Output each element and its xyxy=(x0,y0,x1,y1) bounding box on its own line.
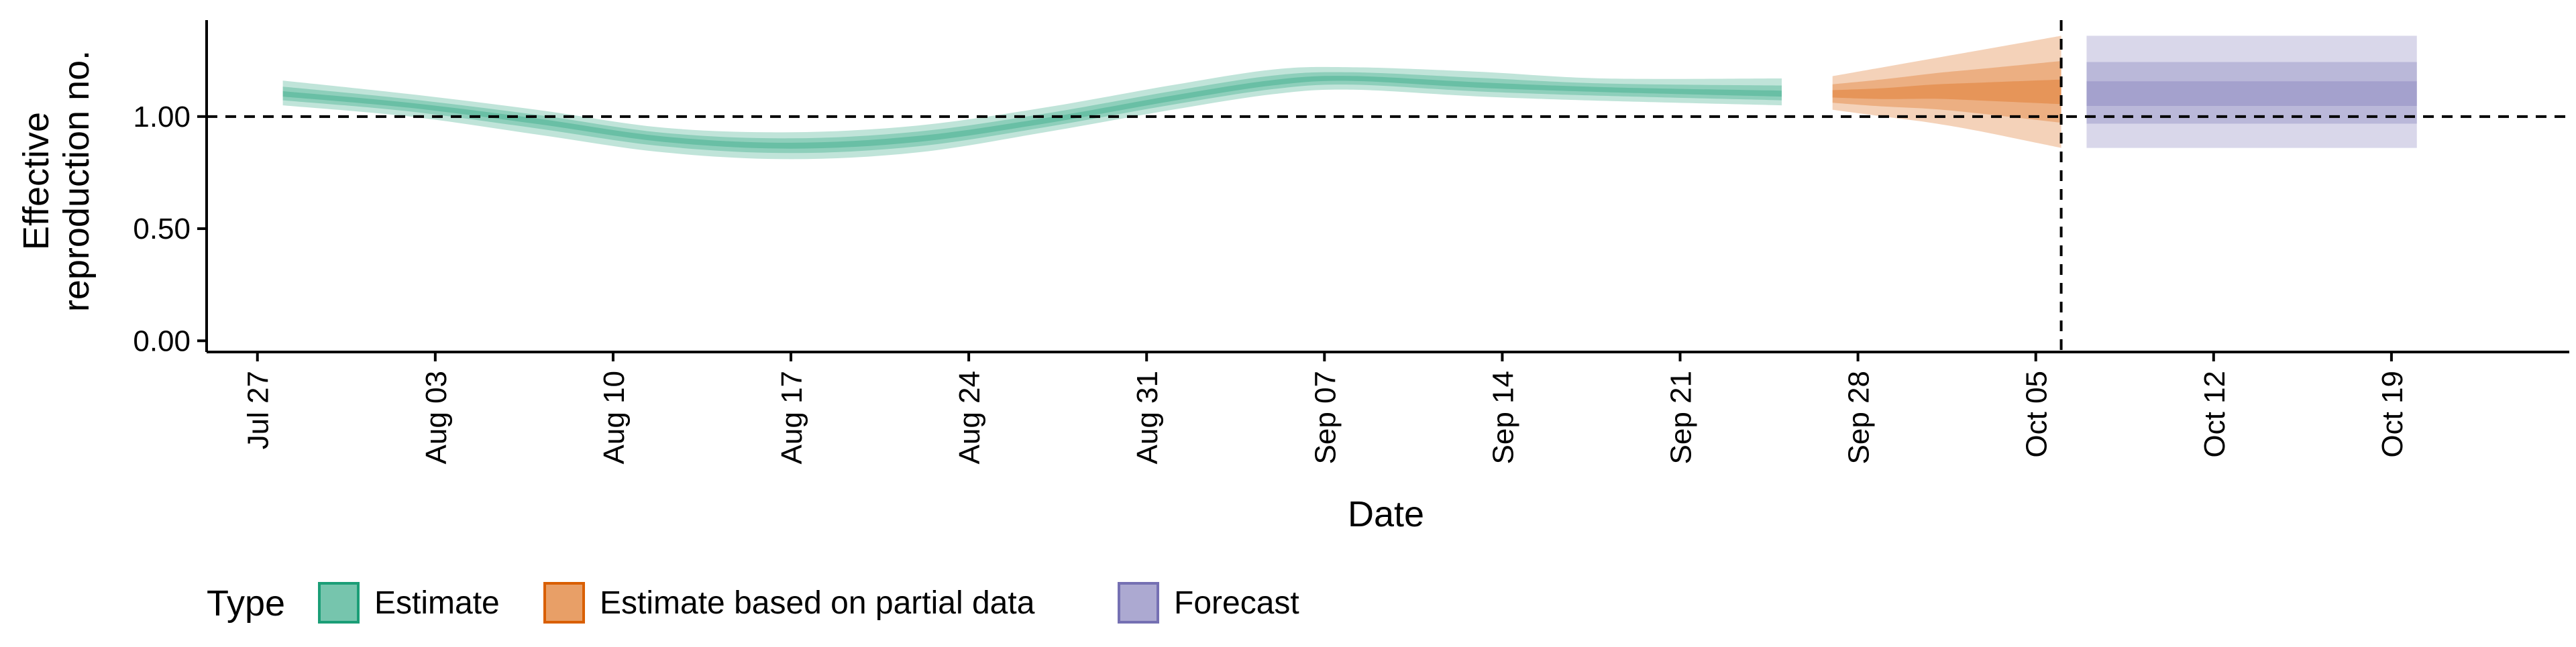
legend-label: Estimate based on partial data xyxy=(600,585,1035,621)
y-axis-label-line-1: Effective xyxy=(16,112,56,250)
y-axis-label-line-2: reproduction no. xyxy=(56,50,97,312)
series-estimate-based-on-partial-data xyxy=(1832,36,2061,148)
legend-item: Estimate xyxy=(318,582,500,624)
ticks: 0.00 0.50 1.00 Jul 27 Aug 03 Aug 10 Aug 17 Aug … xyxy=(133,101,2409,465)
x-tick-label: Aug 31 xyxy=(1131,371,1164,464)
x-axis-label: Date xyxy=(1348,494,1424,534)
legend-title: Type xyxy=(207,583,285,624)
x-tick-label: Aug 03 xyxy=(420,371,453,464)
ci-band-2 xyxy=(2086,62,2417,124)
legend: Type Estimate Estimate based on partial d… xyxy=(207,582,1299,624)
legend-swatch xyxy=(318,582,360,624)
y-tick-label: 0.00 xyxy=(133,325,191,357)
series-forecast xyxy=(2086,36,2417,148)
x-tick-label: Aug 17 xyxy=(775,371,808,464)
x-tick-label: Sep 14 xyxy=(1487,371,1519,464)
legend-label: Estimate xyxy=(374,585,500,621)
ci-band-2 xyxy=(1832,61,2061,123)
x-tick-label: Oct 12 xyxy=(2198,371,2231,458)
bands-layer xyxy=(282,36,2417,160)
x-tick-label: Aug 10 xyxy=(598,371,631,464)
legend-swatch xyxy=(543,582,585,624)
ci-band-1 xyxy=(1832,36,2061,148)
series-estimate xyxy=(282,66,1782,160)
y-tick-label: 0.50 xyxy=(133,213,191,245)
x-tick-label: Aug 24 xyxy=(953,371,986,464)
ci-band-3 xyxy=(1832,79,2061,105)
ci-band-3 xyxy=(2086,81,2417,107)
legend-swatch xyxy=(1118,582,1159,624)
legend-label: Forecast xyxy=(1174,585,1299,621)
legend-item: Estimate based on partial data xyxy=(543,582,1035,624)
x-tick-label: Sep 21 xyxy=(1665,371,1698,464)
x-tick-label: Oct 05 xyxy=(2021,371,2053,458)
x-tick-label: Oct 19 xyxy=(2376,371,2409,458)
ci-band-2 xyxy=(282,72,1782,154)
legend-item: Forecast xyxy=(1118,582,1299,624)
x-tick-label: Sep 07 xyxy=(1309,371,1342,464)
ci-band-1 xyxy=(282,66,1782,160)
x-tick-label: Sep 28 xyxy=(1843,371,1876,464)
x-tick-label: Jul 27 xyxy=(242,371,275,449)
y-tick-label: 1.00 xyxy=(133,101,191,133)
ci-band-1 xyxy=(2086,36,2417,148)
axes xyxy=(205,20,2569,353)
